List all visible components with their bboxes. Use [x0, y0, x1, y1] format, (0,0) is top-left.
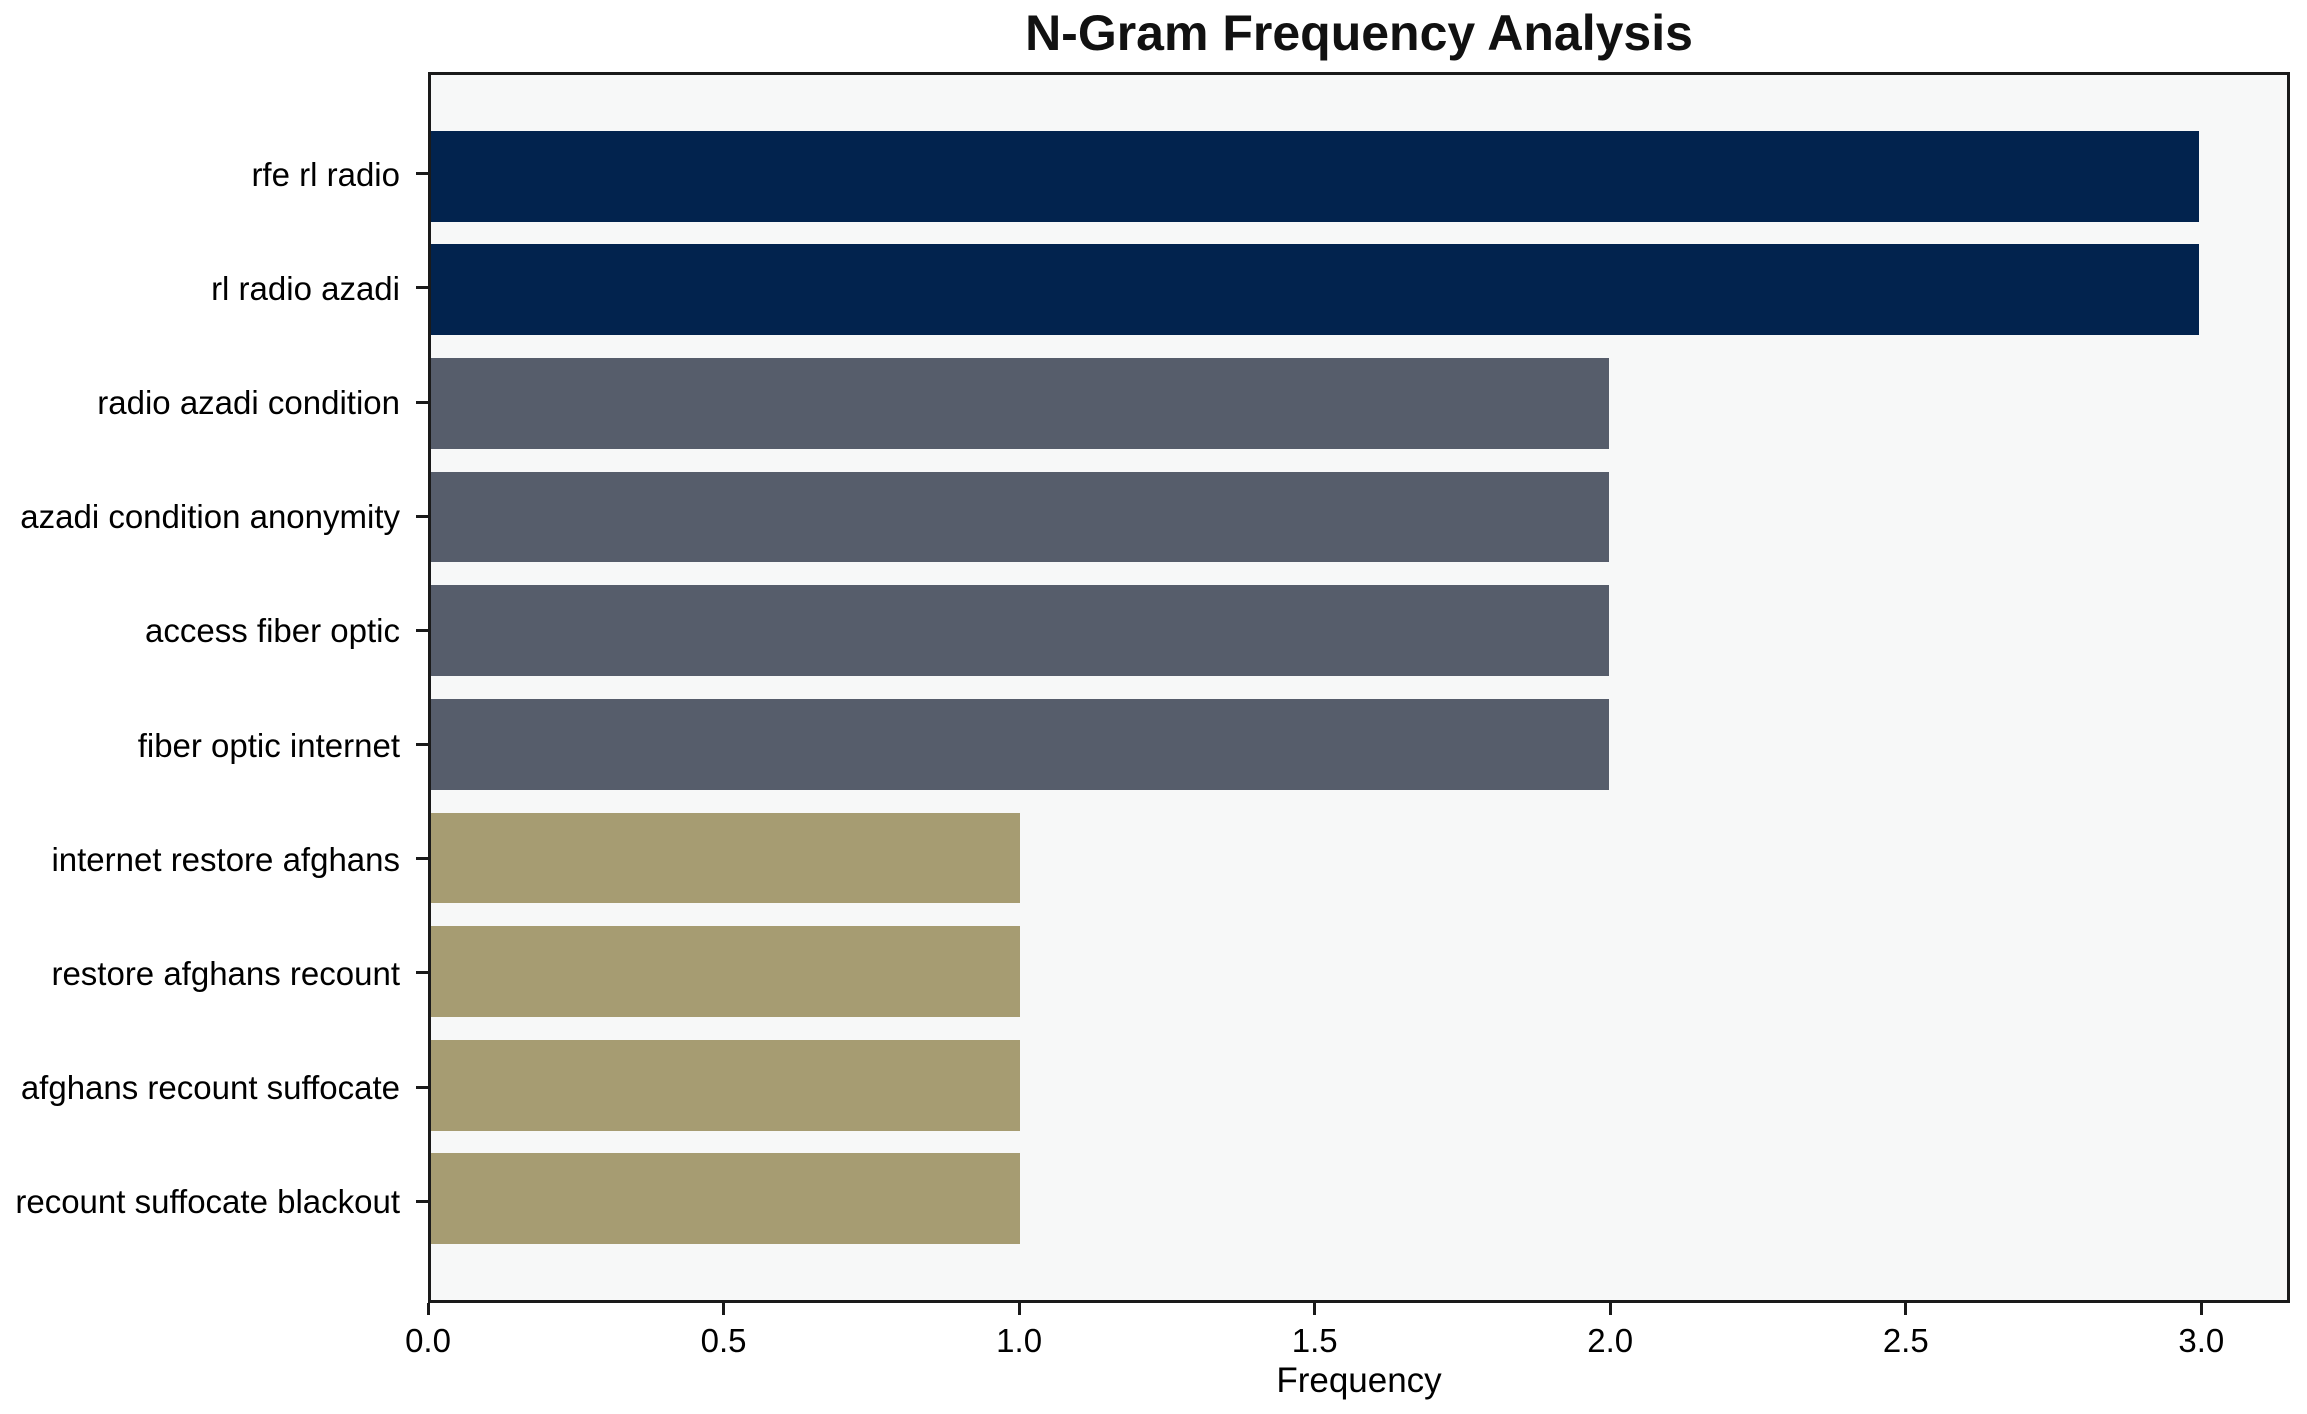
bar-rl-radio-azadi — [431, 244, 2199, 336]
x-tick-label: 0.5 — [700, 1322, 747, 1359]
y-tick-label: fiber optic internet — [137, 726, 400, 764]
y-tick-label: rl radio azadi — [211, 269, 400, 307]
x-tick-mark — [1313, 1303, 1317, 1315]
plot-area — [428, 72, 2290, 1303]
y-tick-label: internet restore afghans — [51, 840, 400, 878]
y-tick-mark — [416, 514, 428, 518]
y-tick-label: radio azadi condition — [97, 384, 400, 422]
x-tick-label: 1.0 — [996, 1322, 1043, 1359]
bar-rfe-rl-radio — [431, 130, 2199, 222]
chart-title: N-Gram Frequency Analysis — [1025, 5, 1693, 61]
y-tick-mark — [416, 1199, 428, 1203]
y-tick-mark — [416, 286, 428, 290]
y-tick-mark — [416, 971, 428, 975]
y-tick-mark — [416, 172, 428, 176]
x-tick-mark — [1904, 1303, 1908, 1315]
bar-fiber-optic-internet — [431, 698, 1610, 790]
bar-restore-afghans-recount — [431, 926, 1021, 1018]
y-tick-mark — [416, 400, 428, 404]
bar-afghans-recount-suffocate — [431, 1039, 1021, 1131]
x-tick-label: 3.0 — [2178, 1322, 2225, 1359]
y-tick-label: access fiber optic — [145, 612, 400, 650]
x-tick-mark — [722, 1303, 726, 1315]
y-tick-label: recount suffocate blackout — [15, 1183, 400, 1221]
bar-recount-suffocate-blackout — [431, 1153, 1021, 1245]
x-tick-mark — [1017, 1303, 1021, 1315]
bar-azadi-condition-anonymity — [431, 471, 1610, 563]
x-tick-mark — [426, 1303, 430, 1315]
y-tick-label: azadi condition anonymity — [20, 498, 400, 536]
x-tick-mark — [1608, 1303, 1612, 1315]
x-tick-label: 2.0 — [1587, 1322, 1634, 1359]
bar-radio-azadi-condition — [431, 357, 1610, 449]
x-axis-label: Frequency — [1276, 1361, 1442, 1400]
x-tick-label: 2.5 — [1882, 1322, 1929, 1359]
x-tick-label: 0.0 — [405, 1322, 451, 1359]
y-tick-mark — [416, 1085, 428, 1089]
bar-internet-restore-afghans — [431, 812, 1021, 904]
bar-access-fiber-optic — [431, 585, 1610, 677]
y-tick-mark — [416, 857, 428, 861]
y-tick-mark — [416, 743, 428, 747]
y-tick-label: afghans recount suffocate — [20, 1069, 400, 1107]
y-tick-mark — [416, 628, 428, 632]
x-tick-label: 1.5 — [1291, 1322, 1338, 1359]
y-tick-label: restore afghans recount — [51, 954, 400, 992]
y-tick-label: rfe rl radio — [251, 155, 400, 193]
x-tick-mark — [2199, 1303, 2203, 1315]
